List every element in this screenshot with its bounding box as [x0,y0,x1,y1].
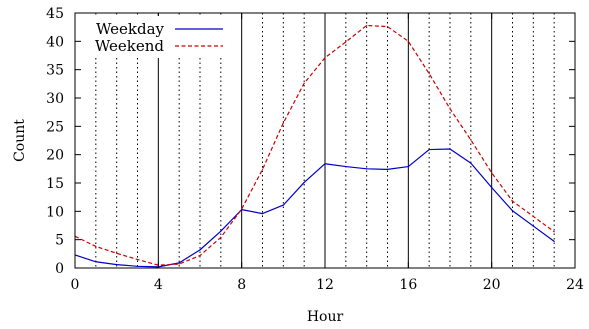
legend-background [84,16,226,58]
point-weekday-17 [428,148,430,151]
point-weekday-21 [511,210,514,212]
point-weekend-8 [241,208,243,210]
point-weekend-7 [220,236,222,238]
point-weekday-2 [116,264,118,266]
y-tick-label-15: 15 [46,176,64,192]
point-weekend-13 [345,41,347,43]
x-tick-label-24: 24 [566,277,584,293]
tick-layer: 0 4 8 12 16 20 24 0 5 10 15 20 25 30 35 40 45 [46,6,584,293]
point-weekend-5 [178,263,180,265]
grid-layer [95,13,555,268]
point-weekday-19 [470,162,472,164]
point-weekend-9 [261,168,264,170]
y-tick-label-25: 25 [46,119,64,135]
point-weekend-19 [470,139,472,141]
series-line-weekday [74,148,555,268]
point-weekday-22 [532,225,534,227]
x-tick-label-16: 16 [399,277,417,293]
y-tick-label-5: 5 [55,233,64,249]
point-weekday-11 [303,181,305,184]
point-weekend-11 [303,82,305,84]
x-tick-label-4: 4 [154,277,163,293]
legend-label-weekend: Weekend [95,37,165,55]
x-tick-label-0: 0 [71,277,80,293]
y-tick-label-40: 40 [46,34,64,50]
point-weekday-10 [282,204,284,206]
point-weekend-6 [199,254,201,257]
point-weekend-1 [95,245,97,248]
point-weekend-21 [511,200,514,202]
point-weekday-3 [136,265,139,267]
label-layer: Hour Count [12,119,343,325]
point-weekday-7 [220,230,222,232]
x-tick-label-8: 8 [237,277,246,293]
point-weekend-17 [428,73,430,75]
point-weekday-18 [449,148,451,150]
point-weekend-22 [532,215,534,218]
point-weekday-23 [553,240,555,242]
x-tick-label-20: 20 [483,277,501,293]
legend-label-weekday: Weekday [96,20,165,38]
x-axis-label: Hour [307,309,344,325]
series-layer [74,24,555,268]
y-tick-label-10: 10 [46,204,64,220]
y-tick-label-20: 20 [46,148,64,164]
point-weekday-1 [95,261,97,263]
point-weekday-20 [491,186,493,189]
point-weekend-20 [491,172,493,174]
point-weekday-5 [178,262,180,264]
point-weekend-14 [366,24,368,27]
point-weekday-6 [199,249,201,251]
point-weekend-16 [407,40,409,42]
y-axis-label: Count [12,119,28,162]
y-tick-label-0: 0 [55,261,64,277]
y-tick-label-45: 45 [46,6,64,22]
point-weekend-15 [386,26,389,28]
point-weekend-10 [282,122,284,124]
point-weekday-16 [407,165,409,168]
point-weekday-12 [324,163,326,165]
point-weekend-18 [449,108,451,110]
point-weekday-9 [261,213,264,215]
point-weekend-12 [324,57,326,59]
point-weekend-23 [553,231,555,233]
point-weekday-15 [386,168,389,170]
x-tick-label-12: 12 [316,277,334,293]
point-weekday-14 [366,168,368,170]
series-line-weekend [74,24,555,266]
y-tick-label-30: 30 [46,91,64,107]
y-tick-label-35: 35 [46,63,64,79]
point-weekday-13 [345,165,347,168]
point-weekend-3 [136,258,139,261]
point-weekend-2 [116,252,118,254]
